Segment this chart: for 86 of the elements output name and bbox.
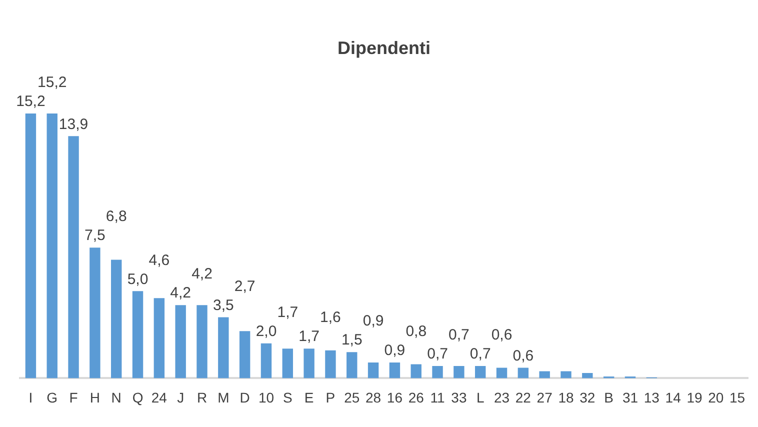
x-tick-label: R bbox=[196, 389, 208, 406]
data-label: 0,7 bbox=[427, 346, 448, 363]
bar bbox=[582, 372, 593, 378]
bar bbox=[496, 368, 508, 378]
bar bbox=[389, 362, 400, 378]
bar bbox=[539, 371, 550, 378]
bar bbox=[90, 248, 100, 378]
data-label: 6,8 bbox=[106, 208, 127, 226]
x-tick-label: 33 bbox=[451, 389, 467, 406]
bar bbox=[196, 305, 208, 378]
x-tick-label: H bbox=[90, 389, 100, 406]
x-tick-label: L bbox=[476, 389, 484, 406]
data-label: 0,9 bbox=[384, 342, 406, 360]
bar bbox=[154, 298, 165, 378]
x-tick-label: 19 bbox=[686, 389, 702, 406]
data-label: 13,9 bbox=[58, 116, 88, 133]
bar bbox=[346, 352, 358, 378]
x-tick-label: 28 bbox=[366, 389, 382, 406]
x-tick-label: 11 bbox=[430, 389, 446, 406]
data-label: 5,0 bbox=[127, 270, 148, 288]
x-tick-label: B bbox=[604, 389, 614, 406]
bar bbox=[475, 366, 486, 378]
x-tick-label: 13 bbox=[644, 389, 660, 406]
bar bbox=[560, 371, 572, 378]
x-tick-label: 25 bbox=[344, 389, 360, 406]
x-tick-label: D bbox=[240, 389, 250, 406]
x-tick-label: 24 bbox=[151, 389, 168, 406]
x-tick-label: 22 bbox=[515, 389, 532, 406]
x-tick-label: 23 bbox=[494, 389, 510, 406]
data-label: 15,2 bbox=[38, 74, 67, 92]
bar bbox=[68, 136, 79, 378]
x-tick-label: 32 bbox=[580, 389, 596, 406]
data-label: 0,9 bbox=[362, 312, 384, 330]
x-tick-label: N bbox=[111, 389, 122, 406]
bar bbox=[132, 291, 144, 378]
data-label: 4,2 bbox=[192, 266, 212, 283]
data-label: 1,6 bbox=[320, 309, 341, 326]
data-label: 0,8 bbox=[406, 323, 427, 340]
bar bbox=[239, 331, 250, 378]
data-label: 1,7 bbox=[298, 328, 320, 346]
x-tick-label: P bbox=[326, 389, 336, 406]
x-tick-label: G bbox=[46, 389, 58, 406]
bar bbox=[282, 348, 293, 378]
bar bbox=[454, 366, 464, 378]
data-label: 0,7 bbox=[470, 346, 491, 363]
data-label: 3,5 bbox=[212, 296, 234, 314]
bar bbox=[25, 114, 36, 378]
x-tick-label: Q bbox=[132, 389, 144, 406]
x-tick-label: 10 bbox=[258, 389, 274, 406]
bar bbox=[175, 305, 186, 378]
bar bbox=[111, 260, 122, 378]
bar bbox=[325, 350, 336, 378]
data-label: 15,2 bbox=[16, 93, 46, 110]
data-label: 4,2 bbox=[170, 284, 192, 302]
data-label: 2,7 bbox=[234, 278, 256, 295]
bar bbox=[410, 364, 422, 378]
data-label: 7,5 bbox=[84, 227, 106, 244]
x-tick-label: 18 bbox=[558, 389, 574, 406]
bar bbox=[368, 362, 379, 378]
data-label: 0,7 bbox=[448, 326, 470, 344]
bar bbox=[46, 114, 58, 378]
x-tick-label: 27 bbox=[536, 389, 553, 406]
bar bbox=[518, 368, 529, 378]
x-tick-label: F bbox=[69, 389, 78, 406]
x-tick-label: 16 bbox=[386, 389, 403, 406]
x-tick-label: 31 bbox=[622, 389, 638, 406]
data-label: 2,0 bbox=[256, 323, 277, 340]
bar bbox=[218, 317, 229, 378]
x-tick-label: 15 bbox=[730, 389, 746, 406]
x-tick-label: 20 bbox=[708, 389, 724, 406]
x-tick-label: S bbox=[282, 389, 292, 406]
data-label: 0,6 bbox=[491, 326, 512, 344]
data-label: 4,6 bbox=[148, 252, 170, 269]
data-label: 1,7 bbox=[277, 304, 298, 322]
data-label: 1,5 bbox=[341, 332, 362, 349]
data-label: 0,6 bbox=[512, 347, 534, 364]
bar bbox=[304, 348, 314, 378]
x-tick-label: M bbox=[218, 389, 230, 406]
x-tick-label: 26 bbox=[408, 389, 424, 406]
x-tick-label: I bbox=[28, 389, 33, 406]
x-tick-label: J bbox=[177, 389, 184, 406]
x-tick-label: 14 bbox=[665, 389, 682, 406]
x-tick-label: E bbox=[304, 389, 314, 406]
chart-title: Dipendenti bbox=[338, 38, 430, 58]
bar bbox=[432, 366, 443, 378]
bar bbox=[260, 343, 272, 378]
